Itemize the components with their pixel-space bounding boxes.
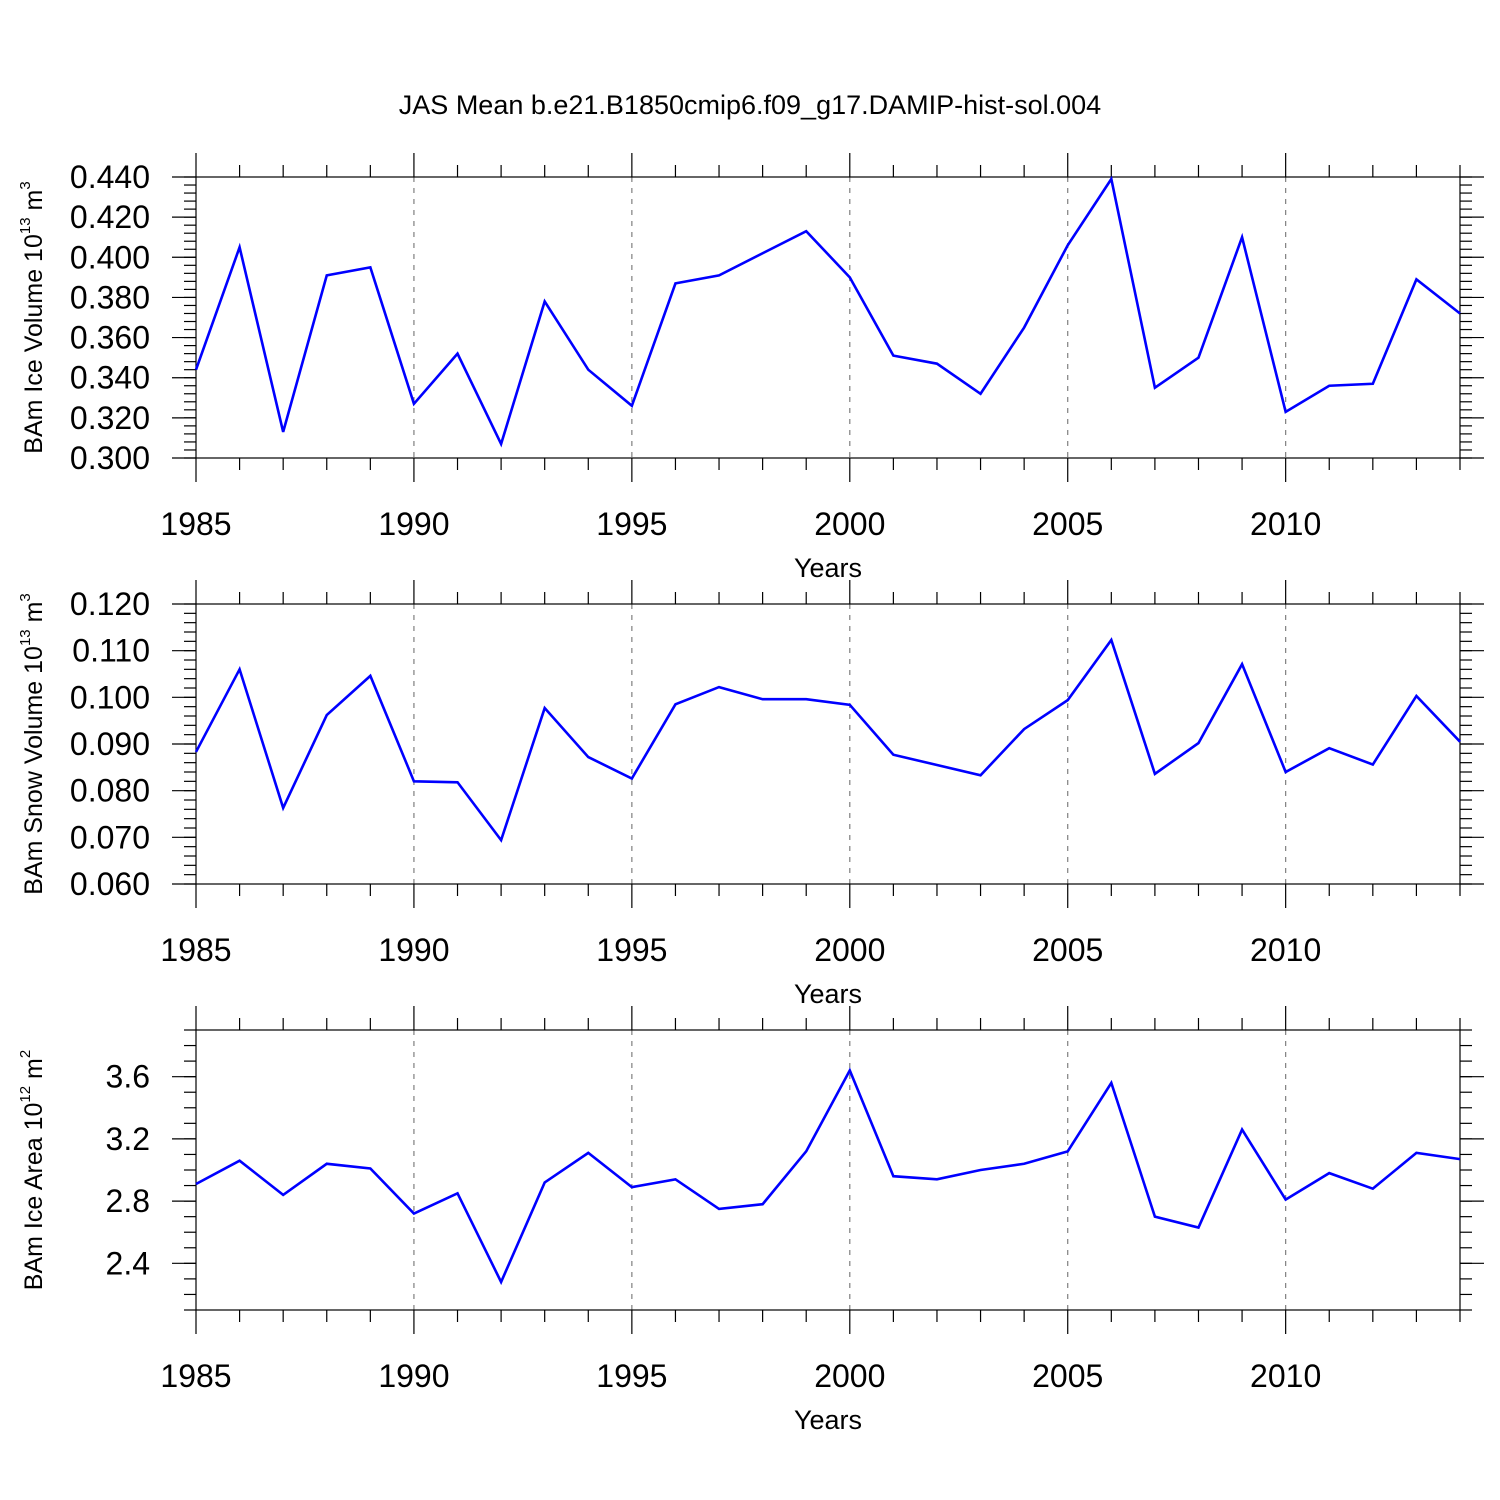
x-tick-label: 1990 — [378, 932, 449, 968]
y-tick-label: 0.080 — [70, 773, 150, 809]
x-tick-label: 1990 — [378, 1358, 449, 1394]
y-tick-label: 2.8 — [106, 1183, 150, 1219]
y-tick-label: 0.090 — [70, 726, 150, 762]
y-tick-label: 0.120 — [70, 586, 150, 622]
y-tick-label: 0.380 — [70, 279, 150, 315]
plot-frame — [195, 603, 1461, 885]
y-axis-label: BAm Snow Volume 1013 m3 — [17, 593, 48, 895]
y-axis-label-exponent: 13 — [17, 217, 34, 234]
y-tick-label: 0.440 — [70, 159, 150, 195]
y-axis-label-unit: m — [20, 1058, 48, 1086]
y-tick-label: 3.6 — [106, 1059, 150, 1095]
y-tick-label: 2.4 — [106, 1245, 150, 1281]
y-tick-label: 0.400 — [70, 239, 150, 275]
x-tick-label: 2010 — [1250, 506, 1321, 542]
y-axis-label-main: BAm Ice Volume 10 — [20, 234, 48, 454]
x-tick-label: 1985 — [160, 1358, 231, 1394]
x-tick-label: 1995 — [596, 506, 667, 542]
y-tick-label: 0.110 — [72, 633, 150, 669]
y-tick-label: 0.340 — [70, 360, 150, 396]
series-line — [194, 637, 1461, 843]
y-tick-label: 0.070 — [70, 819, 150, 855]
y-tick-label: 0.060 — [70, 866, 150, 902]
x-tick-label: 2005 — [1032, 506, 1103, 542]
x-tick-label: 1985 — [160, 932, 231, 968]
x-tick-label: 2000 — [814, 1358, 885, 1394]
y-axis-label-main: BAm Snow Volume 10 — [20, 646, 48, 895]
series-line — [194, 175, 1461, 448]
x-tick-label: 2010 — [1250, 932, 1321, 968]
x-tick-label: 1985 — [160, 506, 231, 542]
y-tick-label: 0.300 — [70, 440, 150, 476]
y-tick-label: 0.100 — [70, 679, 150, 715]
x-tick-label: 1995 — [596, 932, 667, 968]
series-line — [195, 1067, 1461, 1286]
x-axis-label: Years — [794, 1405, 862, 1435]
y-axis-label-unit-exponent: 3 — [17, 181, 34, 189]
y-axis-label-main: BAm Ice Area 10 — [20, 1103, 48, 1291]
x-tick-label: 1990 — [378, 506, 449, 542]
y-tick-label: 3.2 — [106, 1121, 150, 1157]
panel-3: 2.4 2.8 3.2 3.6 1985 1990 1995 2000 2005 2010 Year… — [17, 1006, 1484, 1435]
x-tick-label: 2005 — [1032, 1358, 1103, 1394]
chart-title: JAS Mean b.e21.B1850cmip6.f09_g17.DAMIP-… — [399, 90, 1101, 120]
plot-frame — [195, 176, 1461, 459]
panel-1: 0.300 0.320 0.340 0.360 0.380 0.400 0.420 0.440… — [17, 153, 1484, 583]
x-axis-label: Years — [794, 979, 862, 1009]
y-axis-label-exponent: 12 — [17, 1086, 34, 1103]
y-axis-label-unit-exponent: 2 — [17, 1050, 34, 1058]
x-tick-label: 2000 — [814, 932, 885, 968]
panels: 0.300 0.320 0.340 0.360 0.380 0.400 0.420 0.440… — [17, 153, 1484, 1435]
y-axis-label: BAm Ice Area 1012 m2 — [17, 1050, 48, 1290]
x-axis-label: Years — [794, 553, 862, 583]
y-axis-label: BAm Ice Volume 1013 m3 — [17, 181, 48, 453]
x-tick-label: 2010 — [1250, 1358, 1321, 1394]
y-axis-label-unit-exponent: 3 — [17, 593, 34, 601]
y-axis-label-unit: m — [20, 602, 48, 630]
y-axis-label-unit: m — [20, 190, 48, 218]
plot-frame — [195, 1029, 1461, 1311]
y-tick-label: 0.320 — [70, 400, 150, 436]
x-tick-label: 2000 — [814, 506, 885, 542]
y-tick-label: 0.360 — [70, 320, 150, 356]
x-tick-label: 2005 — [1032, 932, 1103, 968]
y-tick-label: 0.420 — [70, 199, 150, 235]
x-tick-label: 1995 — [596, 1358, 667, 1394]
y-axis-label-exponent: 13 — [17, 629, 34, 646]
panel-2: 0.060 0.070 0.080 0.090 0.100 0.110 0.120 1985 1… — [17, 580, 1484, 1009]
